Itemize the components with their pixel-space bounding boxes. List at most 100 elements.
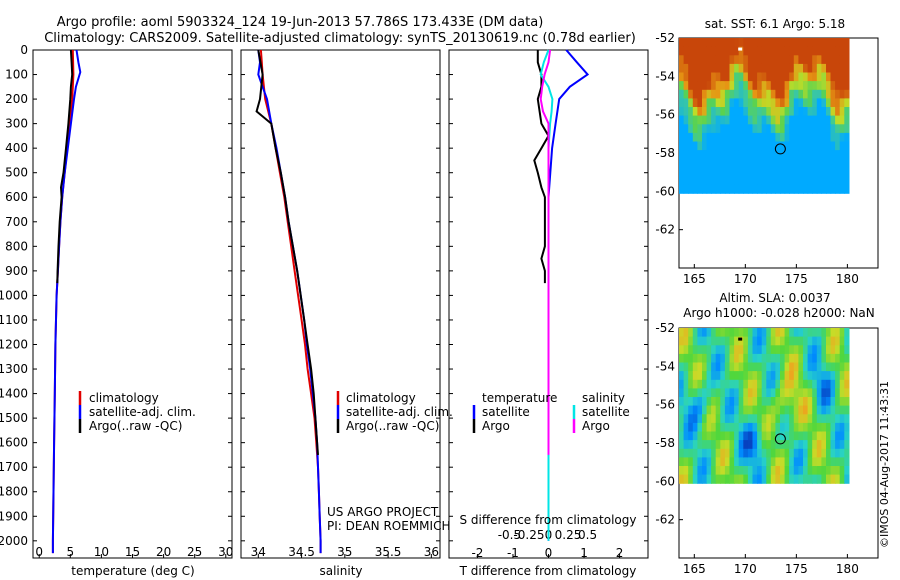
heat-cell	[729, 63, 735, 74]
heat-cell	[830, 141, 836, 151]
heat-cell	[729, 422, 735, 433]
heat-cell	[835, 422, 841, 433]
y-tick-label: -58	[655, 146, 675, 160]
heat-cell	[706, 431, 712, 441]
heat-cell	[793, 141, 799, 151]
figure-title: Argo profile: aoml 5903324_124 19-Jun-20…	[57, 15, 544, 30]
heat-cell	[816, 107, 822, 117]
heat-cell	[775, 414, 781, 424]
heat-cell	[697, 89, 703, 99]
heat-cell	[766, 98, 772, 108]
heat-cell	[761, 38, 767, 48]
heat-cell	[743, 176, 749, 186]
heat-cell	[798, 124, 804, 134]
heat-cell	[692, 150, 698, 160]
heat-cell	[743, 379, 749, 389]
heat-cell	[780, 115, 786, 125]
heat-cell	[775, 405, 781, 415]
heat-cell	[812, 46, 818, 56]
heat-cell	[789, 457, 795, 467]
heat-cell	[683, 474, 689, 484]
heat-cell	[761, 150, 767, 160]
heat-cell	[798, 345, 804, 355]
heat-cell	[812, 72, 818, 82]
heat-cell	[835, 345, 841, 355]
heat-cell	[770, 46, 776, 56]
heat-cell	[798, 55, 804, 65]
heat-cell	[803, 466, 809, 476]
heat-cell	[747, 89, 754, 99]
argo-location-marker	[774, 433, 786, 445]
heat-cell	[844, 422, 850, 433]
heat-cell	[697, 46, 703, 56]
heat-cell	[747, 431, 754, 441]
heat-cell	[830, 115, 836, 125]
heat-cell	[743, 457, 749, 467]
heat-cell	[826, 167, 832, 177]
heat-cell	[789, 345, 795, 355]
heat-cell	[706, 371, 712, 381]
heat-cell	[715, 336, 721, 346]
heat-cell	[702, 184, 708, 194]
heat-cell	[784, 466, 790, 476]
heat-cell	[688, 345, 694, 355]
heat-cell	[683, 107, 689, 117]
heat-cell	[715, 98, 721, 108]
heat-cell	[770, 141, 776, 151]
heat-cell	[706, 422, 712, 433]
y-tick-label: -62	[655, 513, 675, 527]
heat-cell	[729, 176, 735, 186]
heat-cell	[706, 141, 712, 151]
heat-cell	[821, 388, 827, 398]
heat-cell	[734, 124, 740, 134]
heat-cell	[743, 89, 749, 99]
heat-cell	[706, 115, 712, 125]
heat-cell	[766, 474, 772, 484]
heat-cell	[738, 81, 744, 91]
heat-cell	[702, 345, 708, 355]
heat-cell	[803, 184, 809, 194]
heat-cell	[780, 107, 786, 117]
heat-cell	[743, 46, 749, 56]
heat-cell	[789, 98, 795, 108]
heat-cell	[711, 167, 717, 177]
heat-cell	[844, 362, 850, 372]
heat-cell	[729, 167, 735, 177]
heat-cell	[770, 107, 776, 117]
heat-cell	[729, 371, 735, 381]
y-tick-label: 2000	[0, 534, 28, 548]
heat-cell	[839, 371, 845, 381]
heat-cell	[688, 167, 694, 177]
heat-cell	[775, 107, 781, 117]
heat-cell	[743, 98, 749, 108]
heat-cell	[770, 38, 776, 48]
heat-cell	[729, 397, 735, 407]
heat-cell	[720, 72, 726, 82]
heat-cell	[702, 98, 708, 108]
heat-cell	[844, 38, 850, 48]
heat-cell	[757, 440, 763, 450]
heat-cell	[830, 176, 836, 186]
heat-cell	[697, 466, 703, 476]
heat-cell	[747, 388, 754, 398]
heat-cell	[821, 132, 827, 143]
heat-cell	[715, 89, 721, 99]
heat-cell	[688, 362, 694, 372]
heat-cell	[793, 371, 799, 381]
heat-cell	[789, 397, 795, 407]
heat-cell	[798, 98, 804, 108]
heat-cell	[775, 379, 781, 389]
heat-cell	[784, 457, 790, 467]
heat-cell	[789, 466, 795, 476]
heat-cell	[780, 474, 786, 484]
heat-cell	[715, 362, 721, 372]
heat-cell	[807, 440, 813, 450]
heat-cell	[807, 38, 813, 48]
heat-cell	[775, 457, 781, 467]
heat-cell	[793, 72, 799, 82]
heat-cell	[706, 167, 712, 177]
heat-cell	[702, 388, 708, 398]
heat-cell	[766, 466, 772, 476]
heat-cell	[702, 448, 708, 458]
heat-cell	[747, 353, 754, 364]
